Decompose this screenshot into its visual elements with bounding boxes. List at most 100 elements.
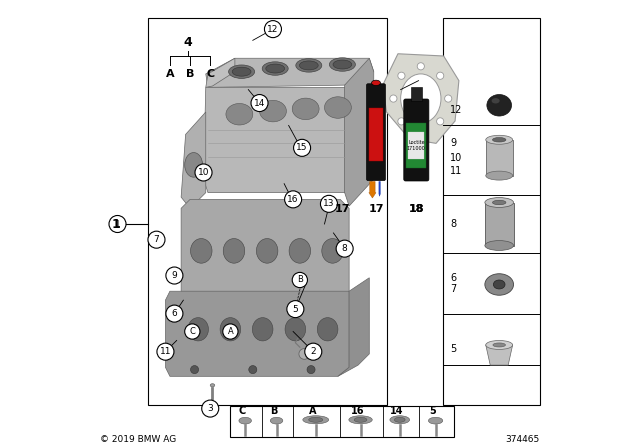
Ellipse shape [191, 238, 212, 263]
Text: 7: 7 [450, 284, 456, 294]
Text: 5: 5 [450, 345, 456, 354]
Circle shape [109, 215, 126, 233]
Ellipse shape [394, 418, 405, 422]
FancyBboxPatch shape [404, 99, 429, 181]
Polygon shape [338, 278, 369, 376]
Text: 10: 10 [198, 168, 209, 177]
Polygon shape [486, 345, 513, 365]
Ellipse shape [308, 418, 323, 422]
Circle shape [436, 72, 444, 79]
FancyBboxPatch shape [485, 203, 513, 246]
Ellipse shape [285, 318, 306, 341]
Text: 1: 1 [112, 217, 120, 231]
Text: 3: 3 [207, 404, 213, 413]
Ellipse shape [492, 98, 500, 103]
Ellipse shape [330, 58, 355, 71]
Text: A: A [228, 327, 233, 336]
Text: 15: 15 [296, 143, 308, 152]
Ellipse shape [228, 65, 255, 78]
FancyBboxPatch shape [486, 140, 513, 176]
Circle shape [390, 95, 397, 102]
Circle shape [292, 272, 307, 288]
Text: C: C [189, 327, 195, 336]
Text: 4: 4 [184, 36, 192, 49]
Text: 6: 6 [172, 309, 177, 318]
Circle shape [417, 127, 424, 134]
Ellipse shape [292, 98, 319, 120]
Text: C: C [206, 69, 214, 79]
Text: 16: 16 [351, 406, 365, 416]
Circle shape [202, 400, 219, 417]
Ellipse shape [486, 135, 513, 144]
Ellipse shape [266, 64, 285, 73]
Circle shape [285, 191, 301, 208]
Text: 17: 17 [335, 204, 350, 214]
Text: © 2019 BMW AG: © 2019 BMW AG [100, 435, 177, 444]
Text: 2: 2 [310, 347, 316, 356]
Ellipse shape [493, 343, 506, 347]
Ellipse shape [349, 416, 372, 424]
Ellipse shape [188, 318, 209, 341]
Circle shape [191, 366, 198, 374]
Ellipse shape [262, 62, 288, 75]
Text: 6: 6 [450, 273, 456, 283]
Circle shape [251, 95, 268, 112]
Text: 16: 16 [287, 195, 299, 204]
Ellipse shape [226, 103, 253, 125]
Circle shape [417, 63, 424, 70]
FancyArrow shape [379, 181, 380, 196]
Text: B: B [297, 276, 303, 284]
FancyBboxPatch shape [147, 18, 387, 405]
Circle shape [445, 95, 452, 102]
Ellipse shape [401, 74, 441, 123]
Text: 14: 14 [254, 99, 265, 108]
Polygon shape [204, 87, 344, 193]
Ellipse shape [492, 200, 506, 205]
Ellipse shape [354, 418, 367, 422]
Circle shape [249, 366, 257, 374]
Polygon shape [205, 58, 374, 87]
FancyBboxPatch shape [443, 18, 540, 405]
Text: 18: 18 [408, 204, 424, 214]
FancyBboxPatch shape [411, 87, 422, 101]
FancyArrow shape [369, 181, 376, 198]
Ellipse shape [303, 416, 329, 424]
Ellipse shape [289, 238, 310, 263]
Circle shape [195, 164, 212, 181]
Text: 9: 9 [450, 138, 456, 148]
FancyBboxPatch shape [369, 108, 383, 161]
Polygon shape [344, 58, 374, 206]
Ellipse shape [485, 198, 513, 207]
Ellipse shape [223, 238, 244, 263]
Text: 374465: 374465 [505, 435, 540, 444]
Polygon shape [181, 199, 349, 300]
Text: 12: 12 [450, 105, 462, 115]
Ellipse shape [232, 67, 251, 76]
Text: 9: 9 [172, 271, 177, 280]
Circle shape [264, 21, 282, 38]
Text: A: A [166, 69, 174, 79]
Ellipse shape [260, 100, 287, 122]
Text: Loctite
171000: Loctite 171000 [407, 140, 426, 151]
Circle shape [436, 118, 444, 125]
Ellipse shape [390, 416, 410, 424]
Circle shape [299, 349, 310, 359]
Circle shape [336, 240, 353, 257]
Text: 11: 11 [450, 166, 462, 176]
Text: C: C [239, 406, 246, 416]
Ellipse shape [492, 138, 506, 142]
Ellipse shape [185, 152, 203, 177]
Text: 5: 5 [429, 406, 436, 416]
Ellipse shape [485, 241, 513, 250]
Ellipse shape [257, 238, 278, 263]
Ellipse shape [270, 418, 283, 424]
Circle shape [294, 139, 310, 156]
Text: B: B [186, 69, 195, 79]
FancyBboxPatch shape [367, 84, 385, 181]
Text: B: B [270, 406, 278, 416]
Ellipse shape [317, 318, 338, 341]
Ellipse shape [486, 171, 513, 180]
Ellipse shape [322, 238, 343, 263]
Circle shape [305, 343, 322, 360]
Text: A: A [309, 406, 317, 416]
